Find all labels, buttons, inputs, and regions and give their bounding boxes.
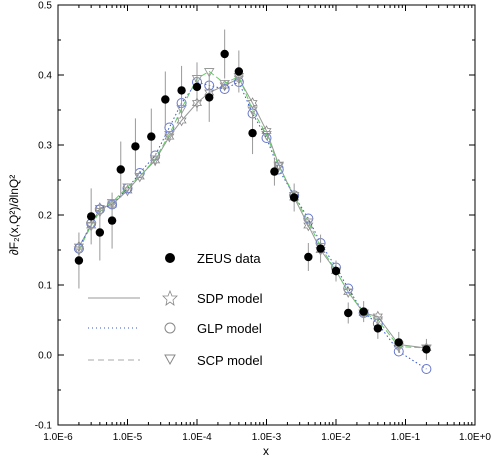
scp-point — [261, 131, 272, 141]
zeus-point — [248, 128, 257, 138]
legend-label-zeus: ZEUS data — [197, 251, 261, 266]
zeus-point — [74, 256, 84, 265]
y-tick-label: 0.4 — [38, 71, 52, 82]
sdp-point — [247, 97, 258, 109]
scp-point — [219, 79, 230, 90]
scp-point — [164, 131, 175, 141]
legend-marker-sdp — [162, 289, 178, 306]
legend-marker-scp — [164, 354, 176, 366]
x-tick-label: 1.0E-2 — [321, 432, 351, 443]
scp-point — [247, 106, 258, 116]
zeus-point — [131, 142, 140, 151]
x-tick-label: 1.0E-5 — [113, 432, 143, 443]
legend-label-glp: GLP model — [197, 321, 262, 336]
sdp-point — [164, 130, 175, 143]
zeus-point — [422, 345, 431, 354]
zeus-point — [234, 67, 244, 76]
zeus-point — [331, 266, 341, 276]
zeus-point — [95, 228, 105, 237]
glp-point — [343, 283, 354, 294]
scp-point — [203, 68, 215, 78]
x-tick-label: 1.0E-3 — [252, 432, 282, 443]
zeus-point — [289, 193, 299, 202]
zeus-point — [270, 167, 279, 176]
x-tick-label: 1.0E+0 — [459, 432, 491, 443]
zeus-point — [86, 212, 96, 221]
x-axis-title: x — [263, 444, 269, 458]
zeus-point — [359, 307, 368, 316]
glp-point — [219, 84, 230, 94]
zeus-point — [192, 82, 202, 92]
plot-frame — [57, 4, 476, 426]
sdp-point — [261, 125, 272, 137]
axis-ticks: -0.1 0.0 0.1 0.2 0.3 0.4 0.5 1.0E-6 1.0E-5 1.0E-4… — [35, 1, 492, 444]
glp-point — [150, 150, 161, 161]
sdp-point — [303, 219, 314, 232]
zeus-point — [316, 244, 325, 253]
zeus-point — [373, 324, 383, 333]
y-tick-label: -0.1 — [35, 421, 53, 432]
y-tick-label: 0.5 — [38, 1, 52, 12]
scp-point — [372, 316, 384, 326]
y-tick-label: 0.2 — [38, 211, 52, 222]
legend-label-scp: SCP model — [197, 353, 263, 368]
zeus-point — [107, 216, 117, 225]
legend-marker-glp — [164, 322, 176, 334]
zeus-point — [205, 93, 214, 102]
legend-marker-zeus — [165, 253, 175, 263]
zeus-point — [304, 252, 313, 262]
scp-point — [273, 162, 285, 172]
zeus-point — [161, 95, 170, 104]
zeus-point — [147, 132, 156, 141]
scp-point — [134, 173, 146, 183]
zeus-point — [344, 308, 353, 318]
zeus-point — [394, 338, 403, 347]
x-tick-label: 1.0E-4 — [182, 432, 212, 443]
scp-point — [122, 183, 133, 193]
y-axis-title: ∂F₂(x,Q²)/∂lnQ² — [7, 175, 21, 256]
legend: ZEUS data SDP model GLP model SCP model — [88, 251, 263, 368]
scp-point — [303, 218, 314, 228]
sdp-point — [219, 79, 230, 92]
scp-point — [149, 155, 161, 165]
zeus-point — [116, 165, 125, 174]
y-tick-label: 0.3 — [38, 141, 52, 152]
scp-point — [342, 288, 354, 298]
series-layer — [73, 29, 432, 374]
y-tick-label: 0.1 — [38, 281, 52, 292]
glp-point — [421, 364, 432, 374]
zeus-point — [177, 86, 186, 95]
x-tick-label: 1.0E-6 — [43, 432, 73, 443]
zeus-point — [220, 49, 229, 59]
y-tick-label: 0.0 — [38, 351, 52, 362]
x-tick-label: 1.0E-1 — [391, 432, 421, 443]
legend-label-sdp: SDP model — [197, 291, 263, 306]
